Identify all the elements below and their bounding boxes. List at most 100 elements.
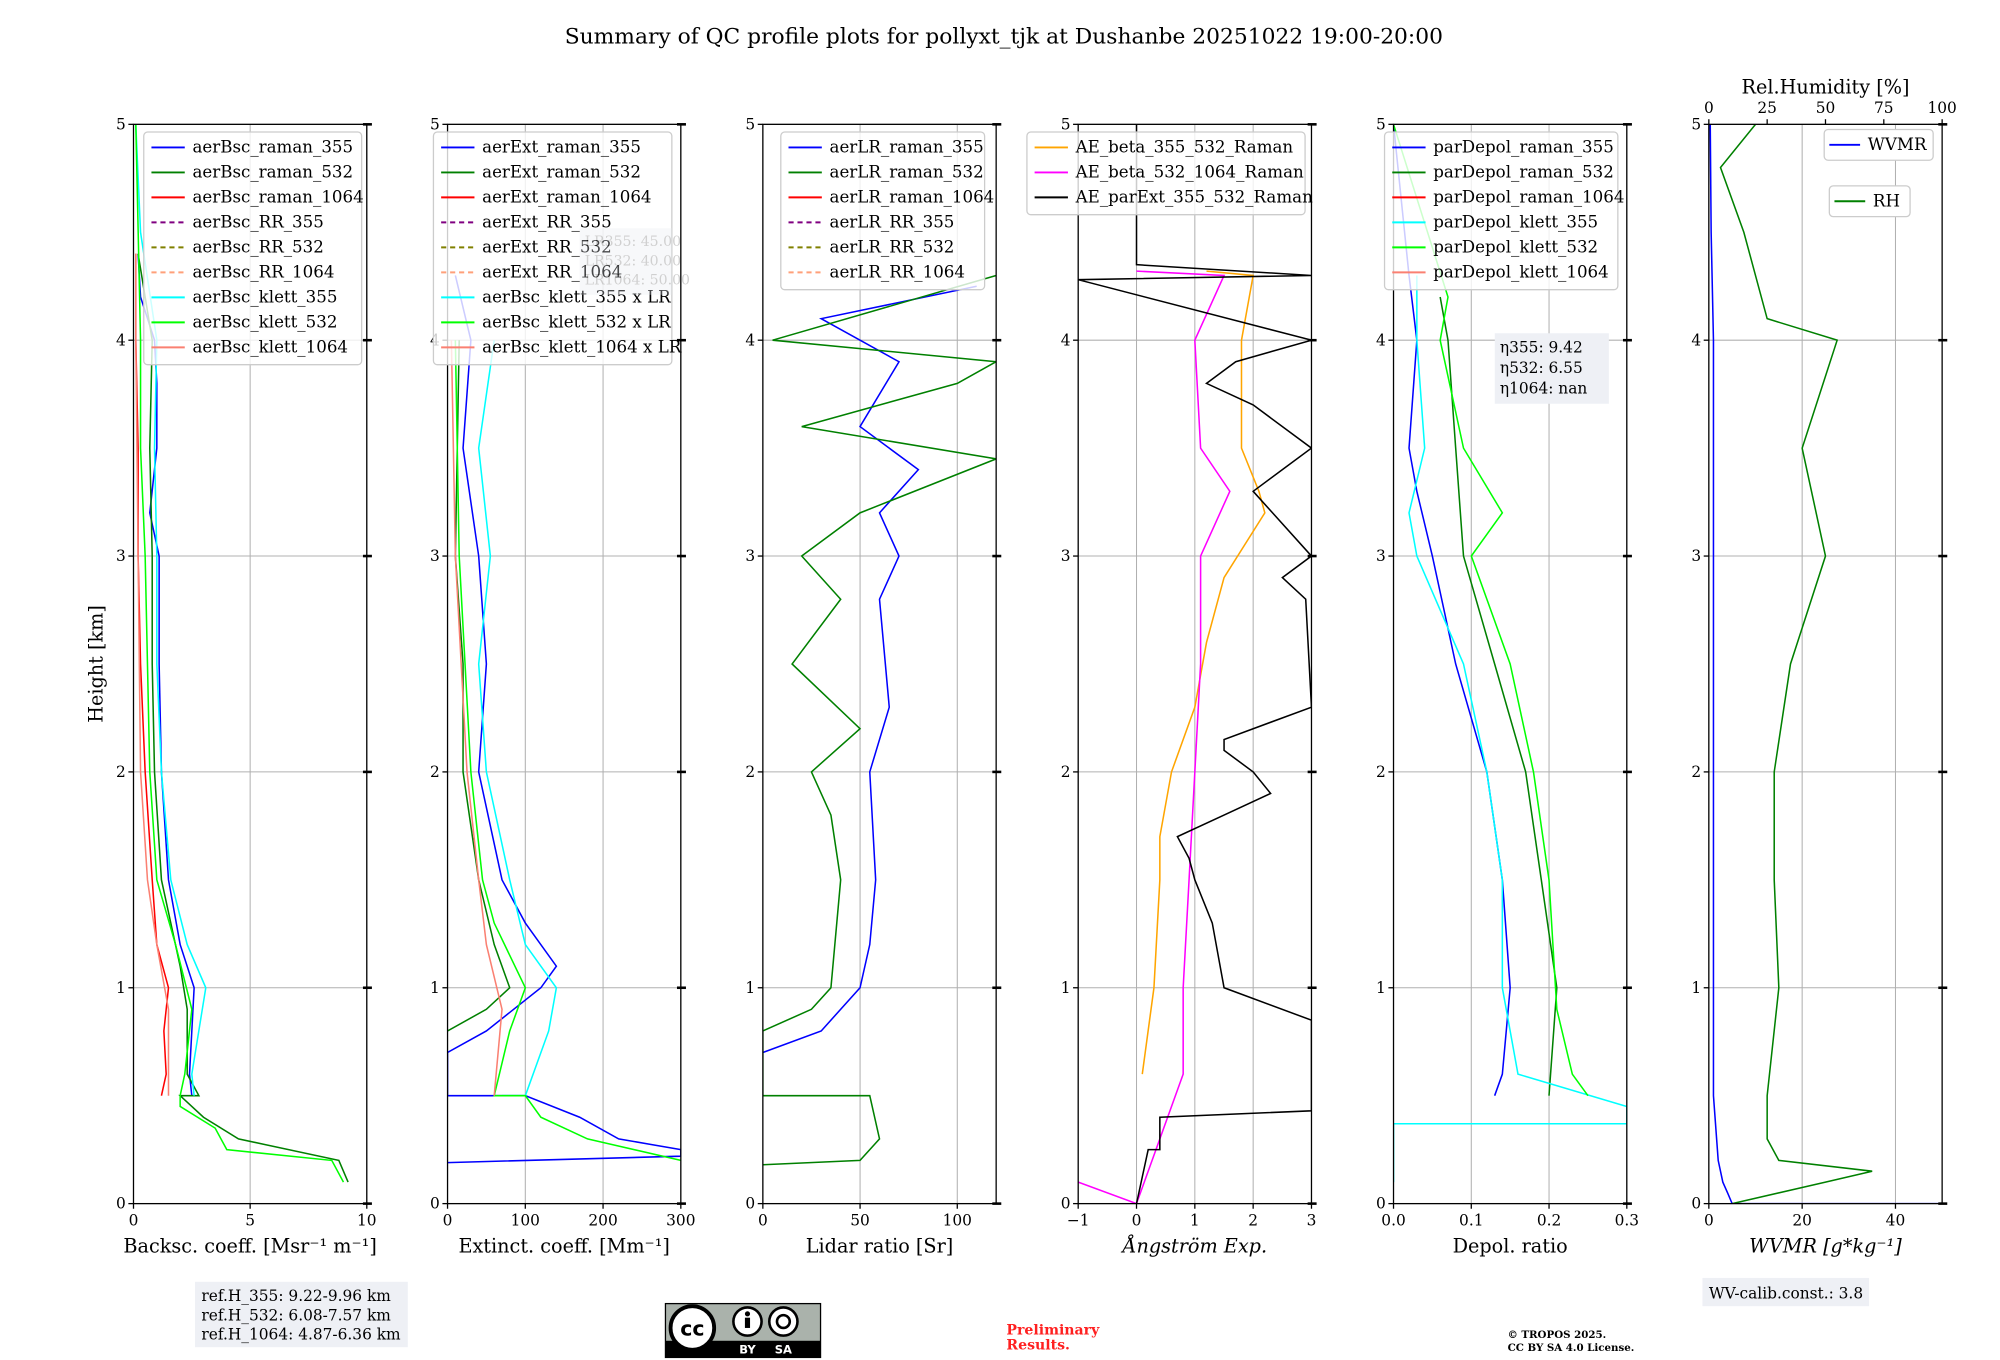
legend-entry: aerExt_raman_1064 [482, 188, 651, 207]
y-tick-label: 0 [1061, 1195, 1071, 1213]
legend-box [1383, 131, 1619, 291]
panel-3: 0 50 100 0 1 2 3 4 5 Lidar ratio [Sr] aerLR_raman_… [745, 115, 1002, 1257]
series-line-aerLR_raman_355 [762, 285, 977, 1054]
y-tick-label: 4 [116, 331, 126, 349]
y-tick-label: 3 [1376, 547, 1386, 565]
y-tick-label: 2 [1061, 763, 1071, 781]
y-tick-label: 1 [745, 979, 755, 997]
x-tick-label: 10 [357, 1211, 377, 1229]
series-line-aerBsc_raman_532 [137, 253, 349, 1183]
panel-1: 0 5 10 0 1 2 3 4 5 Backsc. coeff. [Msr⁻¹ m⁻¹] aerB… [116, 115, 377, 1257]
y-tick-label: 4 [745, 331, 755, 349]
series-group [762, 274, 997, 1166]
refh-box: ref.H_355: 9.22-9.96 km ref.H_532: 6.08-… [195, 1281, 408, 1348]
legend-entry: parDepol_raman_532 [1433, 163, 1614, 182]
top-x-axis-label: Rel.Humidity [%] [1741, 76, 1909, 99]
legend-entry: aerBsc_RR_1064 [192, 263, 334, 282]
y-tick-label: 5 [116, 115, 126, 133]
legend-entry: aerBsc_raman_532 [192, 163, 353, 182]
refh-355: ref.H_355: 9.22-9.96 km [201, 1287, 391, 1305]
y-tick-label: 1 [1691, 979, 1701, 997]
x-tick-label: 40 [1886, 1211, 1906, 1229]
panel-6: 0 20 40 0 1 2 3 4 5 WVMR [g*kg⁻¹] 0 25 50 75 100 Rel.Hu… [1691, 76, 1957, 1307]
top-x-tick-label: 0 [1704, 99, 1714, 117]
x-tick-label: 50 [850, 1211, 870, 1229]
y-tick-label: 4 [1061, 331, 1071, 349]
annotation-text: LR532: 40.00 [585, 253, 681, 269]
annotation-text: LR355: 45.00 [585, 234, 681, 250]
legend-box [1828, 185, 1911, 218]
y-tick-label: 5 [430, 115, 440, 133]
x-tick-label: 0 [1132, 1211, 1142, 1229]
x-tick-label: 0.3 [1615, 1211, 1639, 1229]
legend-box [432, 131, 673, 366]
legend-entry: AE_beta_355_532_Raman [1075, 138, 1294, 157]
series-line-AE_beta_355_532_Raman [1141, 270, 1266, 1075]
legend: parDepol_raman_355 parDepol_raman_532 parD… [1383, 131, 1624, 291]
series-line-AE_beta_532_1064_Raman [1078, 270, 1231, 1204]
series-line-aerBsc_klett_355-x-LR [477, 340, 558, 1097]
legend-box [143, 131, 363, 366]
x-axis-label: Lidar ratio [Sr] [806, 1234, 954, 1257]
legend-box [1823, 128, 1934, 161]
svg-text:SA: SA [775, 1343, 792, 1357]
y-tick-label: 4 [1376, 331, 1386, 349]
series-group [1078, 124, 1312, 1204]
legend-entry: AE_beta_532_1064_Raman [1075, 163, 1304, 182]
svg-text:BY: BY [739, 1343, 756, 1357]
cc-by-sa-logo: cc BY SA [664, 1302, 822, 1359]
y-tick-label: 0 [745, 1195, 755, 1213]
legend-entry: aerLR_RR_355 [830, 213, 955, 232]
x-axis-label: Extinct. coeff. [Mm⁻¹] [458, 1234, 669, 1257]
series-line-WVMR [1709, 124, 1943, 1204]
top-x-tick-label: 50 [1816, 99, 1836, 117]
refh-532: ref.H_532: 6.08-7.57 km [201, 1306, 391, 1324]
axes-frame [762, 123, 997, 1205]
series-line-aerBsc_raman_355 [137, 253, 195, 1096]
series-group [447, 275, 681, 1164]
x-axis-label: Ångström Exp. [1121, 1234, 1268, 1257]
annotation-box [1702, 1277, 1870, 1307]
legend-entry: aerBsc_klett_355 [192, 288, 337, 307]
x-axis-label: Depol. ratio [1453, 1234, 1568, 1257]
legend-box [1026, 131, 1306, 216]
lr-annotation: LR355: 45.00 LR532: 40.00 LR1064: 50.00 [579, 228, 690, 295]
series-line-aerBsc_klett_1064 [135, 253, 170, 1096]
annotation-text: LR1064: 50.00 [585, 273, 690, 289]
legend-entry: aerLR_RR_532 [830, 238, 955, 257]
preliminary-line2: Results. [1006, 1338, 1070, 1354]
x-tick-label: 100 [511, 1211, 540, 1229]
y-tick-label: 2 [745, 763, 755, 781]
y-tick-label: 1 [1376, 979, 1386, 997]
y-tick-label: 5 [1376, 115, 1386, 133]
series-line-AE_parExt_355_532_Raman [1078, 124, 1312, 1204]
svg-text:cc: cc [680, 1317, 704, 1341]
series-line-aerBsc_klett_1064-x-LR [450, 340, 503, 1096]
copyright-line1: © TROPOS 2025. [1508, 1329, 1607, 1341]
x-tick-label: −1 [1067, 1211, 1090, 1229]
series-group [1709, 124, 1943, 1204]
series-line-aerBsc_raman_1064 [135, 253, 170, 1096]
y-tick-label: 2 [1376, 763, 1386, 781]
legend-entry: WVMR [1868, 135, 1927, 154]
legend-entry: aerExt_RR_532 [482, 238, 612, 257]
series-line-aerLR_raman_532 [762, 274, 997, 1166]
legend-entry: RH [1873, 191, 1900, 210]
series-line-aerBsc_klett_532-x-LR [454, 340, 681, 1162]
legend-entry: aerBsc_raman_355 [192, 138, 353, 157]
top-x-tick-label: 25 [1757, 99, 1777, 117]
x-tick-label: 0.2 [1537, 1211, 1561, 1229]
y-tick-label: 0 [1691, 1195, 1701, 1213]
legend: aerLR_raman_355 aerLR_raman_532 aerLR_rama… [780, 131, 994, 291]
legend: aerBsc_raman_355 aerBsc_raman_532 aerBsc_r… [143, 131, 364, 366]
annotation-text: η532: 6.55 [1500, 359, 1583, 377]
axes-frame [446, 123, 682, 1205]
legend-entry: parDepol_raman_1064 [1433, 188, 1624, 207]
annotation-text: η355: 9.42 [1500, 338, 1583, 356]
x-tick-label: 200 [588, 1211, 617, 1229]
annotation-box [1494, 333, 1609, 404]
x-tick-label: 0 [758, 1211, 768, 1229]
legend-entry: AE_parExt_355_532_Raman [1075, 188, 1313, 207]
y-tick-label: 3 [745, 547, 755, 565]
